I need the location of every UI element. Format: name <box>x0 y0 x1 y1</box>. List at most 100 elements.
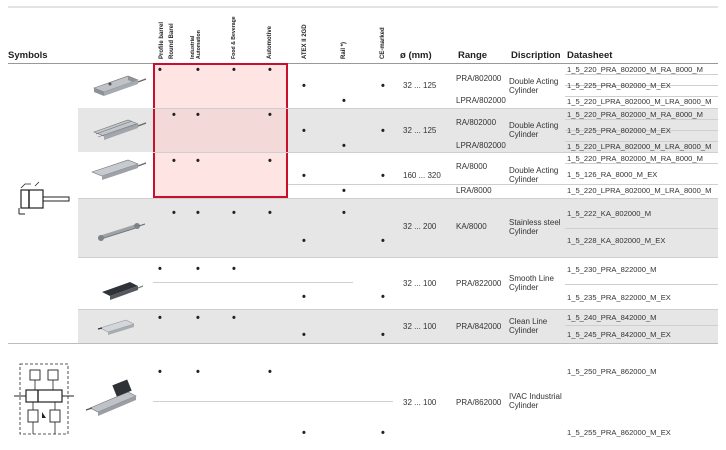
smooth-line-cylinder-image <box>102 282 144 300</box>
row-divider <box>153 152 718 153</box>
datasheet-link[interactable]: 1_5_245_PRA_842000_M_EX <box>567 330 671 339</box>
row-divider <box>288 184 718 185</box>
row-divider <box>565 141 718 142</box>
header-symbols: Symbols <box>8 50 48 61</box>
datasheet-link[interactable]: 1_5_250_PRA_862000_M <box>567 367 657 376</box>
mark-round-r2: • <box>172 109 176 121</box>
header-diameter: ø (mm) <box>400 50 432 61</box>
mark-atex-r3: • <box>302 170 306 182</box>
mark-food-r6: • <box>232 312 236 324</box>
mark-auto-r3: • <box>268 155 272 167</box>
row-band <box>78 310 718 343</box>
diameter-cell: 32 ... 200 <box>403 222 437 231</box>
row-divider <box>565 325 718 326</box>
mark-rail-r2: • <box>342 140 346 152</box>
ivac-circuit-symbol-icon <box>14 363 74 435</box>
group-divider <box>8 343 718 344</box>
datasheet-link[interactable]: 1_5_225_PRA_802000_M_EX <box>567 81 671 90</box>
range-cell: PRA/862000 <box>456 398 502 407</box>
row-divider <box>565 96 718 97</box>
datasheet-link[interactable]: 1_5_220_PRA_802000_M_RA_8000_M <box>567 110 703 119</box>
mark-atex-r2: • <box>302 125 306 137</box>
mark-industrial-r4: • <box>196 207 200 219</box>
datasheet-link[interactable]: 1_5_222_KA_802000_M <box>567 209 652 218</box>
ivac-cylinder-image <box>85 379 137 416</box>
mark-ce-r4: • <box>381 235 385 247</box>
mark-industrial-r7: • <box>196 366 200 378</box>
diameter-cell: 160 ... 320 <box>403 171 441 180</box>
mark-industrial-r1: • <box>196 64 200 76</box>
range-cell: PRA/842000 <box>456 322 502 331</box>
datasheet-link[interactable]: 1_5_228_KA_802000_M_EX <box>567 236 666 245</box>
mark-auto-r2: • <box>268 109 272 121</box>
mark-ce-r6: • <box>381 329 385 341</box>
description-cell: Stainless steel Cylinder <box>509 218 561 236</box>
datasheet-link[interactable]: 1_5_220_PRA_802000_M_RA_8000_M <box>567 154 703 163</box>
datasheet-link[interactable]: 1_5_126_RA_8000_M_EX <box>567 170 658 179</box>
range-cell: RA/8000 <box>456 162 488 171</box>
header-atex: ATEX II 2GD <box>302 24 308 59</box>
diameter-cell: 32 ... 125 <box>403 126 437 135</box>
cylinder-symbol-icon <box>18 181 70 215</box>
datasheet-link[interactable]: 1_5_225_PRA_802000_M_EX <box>567 126 671 135</box>
mark-profile-r7: • <box>158 366 162 378</box>
header-rail: Rail *) <box>341 41 347 59</box>
header-food-beverage: Food & Beverage <box>231 16 237 59</box>
datasheet-link[interactable]: 1_5_240_PRA_842000_M <box>567 313 657 322</box>
description-cell: Clean Line Cylinder <box>509 317 548 335</box>
mark-food-r5: • <box>232 263 236 275</box>
stainless-cylinder-image <box>98 223 146 241</box>
mark-industrial-r3: • <box>196 155 200 167</box>
diameter-cell: 32 ... 125 <box>403 81 437 90</box>
mark-round-r4: • <box>172 207 176 219</box>
datasheet-link[interactable]: 1_5_235_PRA_822000_M_EX <box>567 293 671 302</box>
datasheet-link[interactable]: 1_5_220_LPRA_802000_M_LRA_8000_M <box>567 97 712 106</box>
description-cell: IVAC Industrial Cylinder <box>509 392 562 410</box>
datasheet-link[interactable]: 1_5_255_PRA_862000_M_EX <box>567 428 671 437</box>
row-divider <box>565 163 718 164</box>
row-divider <box>78 198 718 199</box>
datasheet-link[interactable]: 1_5_220_LPRA_802000_M_LRA_8000_M <box>567 142 712 151</box>
mark-auto-r7: • <box>268 366 272 378</box>
mark-ce-r1: • <box>381 80 385 92</box>
mark-auto-r1: • <box>268 64 272 76</box>
description-cell: Double Acting Cylinder <box>509 121 559 139</box>
row-divider <box>565 130 718 131</box>
diameter-cell: 32 ... 100 <box>403 279 437 288</box>
mark-ce-r3: • <box>381 170 385 182</box>
mark-ce-r7: • <box>381 427 385 439</box>
diameter-cell: 32 ... 100 <box>403 398 437 407</box>
row-divider <box>153 282 353 283</box>
range-cell: LPRA/802000 <box>456 141 506 150</box>
row-divider <box>153 401 393 402</box>
description-cell: Double Acting Cylinder <box>509 166 559 184</box>
header-range: Range <box>458 50 488 61</box>
range-cell: KA/8000 <box>456 222 487 231</box>
row-divider <box>78 309 718 310</box>
row-divider <box>565 228 718 229</box>
mark-food-r1: • <box>232 64 236 76</box>
mark-profile-r1: • <box>158 64 162 76</box>
mark-industrial-r5: • <box>196 263 200 275</box>
mark-round-r3: • <box>172 155 176 167</box>
header-industrial-automation: Industrial Automation <box>190 30 202 59</box>
row-divider <box>565 85 718 86</box>
mark-rail-r1: • <box>342 95 346 107</box>
header-round-barrel: Round Barel <box>169 23 175 59</box>
mark-industrial-r2: • <box>196 109 200 121</box>
header-description: Discription <box>511 50 561 61</box>
datasheet-link[interactable]: 1_5_230_PRA_822000_M <box>567 265 657 274</box>
mark-ce-r2: • <box>381 125 385 137</box>
row-divider <box>153 108 718 109</box>
mark-atex-r7: • <box>302 427 306 439</box>
datasheet-link[interactable]: 1_5_220_LPRA_802000_M_LRA_8000_M <box>567 186 712 195</box>
highlight-box <box>153 63 288 198</box>
row-divider <box>565 74 718 75</box>
mark-atex-r1: • <box>302 80 306 92</box>
datasheet-link[interactable]: 1_5_220_PRA_802000_M_RA_8000_M <box>567 65 703 74</box>
row-divider <box>565 284 718 285</box>
range-cell: RA/802000 <box>456 118 497 127</box>
description-cell: Smooth Line Cylinder <box>509 274 554 292</box>
mark-rail-r3: • <box>342 185 346 197</box>
mark-auto-r4: • <box>268 207 272 219</box>
